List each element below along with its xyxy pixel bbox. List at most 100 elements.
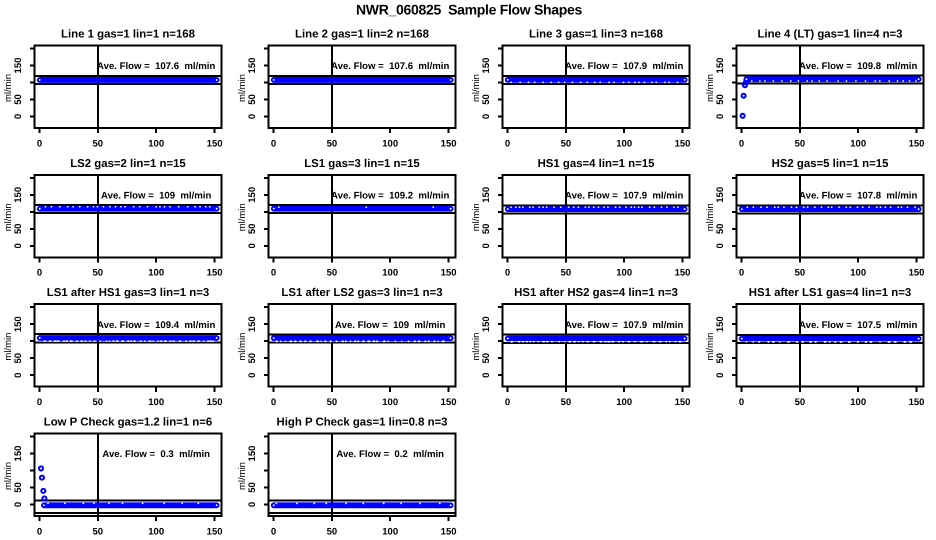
svg-text:Line 3 gas=1 lin=3 n=168: Line 3 gas=1 lin=3 n=168: [529, 29, 663, 41]
svg-text:ml/min: ml/min: [237, 462, 248, 490]
svg-text:Ave. Flow = 109.2 ml/min: Ave. Flow = 109.2 ml/min: [331, 191, 449, 202]
svg-text:ml/min: ml/min: [237, 74, 248, 102]
svg-text:150: 150: [247, 187, 258, 203]
svg-text:100: 100: [148, 397, 164, 408]
svg-text:150: 150: [13, 187, 24, 203]
svg-text:0: 0: [13, 373, 24, 378]
svg-text:150: 150: [207, 397, 223, 408]
svg-text:Ave. Flow = 109 ml/min: Ave. Flow = 109 ml/min: [101, 191, 211, 202]
svg-text:150: 150: [13, 316, 24, 332]
svg-text:HS1 after HS2 gas=4 lin=1 n=3: HS1 after HS2 gas=4 lin=1 n=3: [514, 287, 678, 299]
svg-text:0: 0: [481, 243, 492, 248]
svg-text:Ave. Flow = 107.9 ml/min: Ave. Flow = 107.9 ml/min: [565, 61, 683, 72]
svg-text:0: 0: [481, 114, 492, 119]
svg-text:150: 150: [715, 316, 726, 332]
svg-text:ml/min: ml/min: [237, 203, 248, 231]
svg-text:100: 100: [382, 138, 398, 149]
svg-text:0: 0: [505, 268, 510, 279]
svg-text:Line 2 gas=1 lin=2 n=168: Line 2 gas=1 lin=2 n=168: [295, 29, 429, 41]
svg-text:0: 0: [271, 397, 276, 408]
svg-text:0: 0: [715, 373, 726, 378]
svg-text:50: 50: [247, 353, 258, 364]
svg-text:150: 150: [481, 316, 492, 332]
svg-text:0: 0: [271, 138, 276, 149]
svg-text:LS1 gas=3 lin=1 n=15: LS1 gas=3 lin=1 n=15: [304, 158, 420, 170]
svg-text:Low P Check gas=1.2 lin=1 n=6: Low P Check gas=1.2 lin=1 n=6: [44, 417, 213, 429]
svg-text:ml/min: ml/min: [3, 203, 14, 231]
svg-text:150: 150: [207, 526, 223, 537]
svg-text:0: 0: [13, 502, 24, 507]
svg-text:0: 0: [37, 138, 42, 149]
svg-text:150: 150: [441, 397, 457, 408]
svg-text:50: 50: [561, 397, 572, 408]
svg-text:LS1 after LS2 gas=3 lin=1 n=3: LS1 after LS2 gas=3 lin=1 n=3: [281, 287, 442, 299]
svg-text:Ave. Flow = 107.6 ml/min: Ave. Flow = 107.6 ml/min: [331, 61, 449, 72]
svg-text:0: 0: [739, 268, 744, 279]
svg-text:50: 50: [327, 268, 338, 279]
svg-text:150: 150: [247, 446, 258, 462]
svg-text:ml/min: ml/min: [705, 203, 716, 231]
svg-text:50: 50: [13, 94, 24, 105]
svg-text:50: 50: [13, 353, 24, 364]
svg-text:0: 0: [481, 373, 492, 378]
svg-text:Line 4 (LT) gas=1 lin=4 n=3: Line 4 (LT) gas=1 lin=4 n=3: [757, 29, 902, 41]
svg-text:100: 100: [850, 268, 866, 279]
svg-text:100: 100: [850, 138, 866, 149]
svg-text:150: 150: [13, 58, 24, 74]
svg-text:50: 50: [247, 94, 258, 105]
svg-text:ml/min: ml/min: [471, 333, 482, 361]
svg-text:50: 50: [795, 138, 806, 149]
svg-text:ml/min: ml/min: [471, 74, 482, 102]
svg-text:50: 50: [715, 224, 726, 235]
svg-text:150: 150: [715, 187, 726, 203]
svg-text:0: 0: [739, 397, 744, 408]
svg-text:150: 150: [715, 58, 726, 74]
svg-text:50: 50: [481, 94, 492, 105]
svg-text:100: 100: [616, 397, 632, 408]
svg-text:150: 150: [441, 268, 457, 279]
svg-text:150: 150: [675, 268, 691, 279]
svg-text:100: 100: [616, 138, 632, 149]
svg-text:50: 50: [561, 138, 572, 149]
svg-text:0: 0: [37, 397, 42, 408]
svg-text:150: 150: [675, 397, 691, 408]
svg-text:LS2 gas=2 lin=1 n=15: LS2 gas=2 lin=1 n=15: [70, 158, 186, 170]
svg-text:50: 50: [13, 482, 24, 493]
svg-text:Ave. Flow = 107.9 ml/min: Ave. Flow = 107.9 ml/min: [565, 191, 683, 202]
svg-text:0: 0: [13, 114, 24, 119]
svg-text:0: 0: [247, 373, 258, 378]
svg-text:0: 0: [13, 243, 24, 248]
svg-text:150: 150: [207, 138, 223, 149]
svg-text:50: 50: [327, 397, 338, 408]
svg-text:0: 0: [37, 268, 42, 279]
svg-text:Line 1 gas=1 lin=1 n=168: Line 1 gas=1 lin=1 n=168: [61, 29, 195, 41]
svg-text:Ave. Flow = 107.6 ml/min: Ave. Flow = 107.6 ml/min: [97, 61, 215, 72]
svg-text:ml/min: ml/min: [3, 462, 14, 490]
svg-text:Ave. Flow = 109 ml/min: Ave. Flow = 109 ml/min: [335, 320, 445, 331]
svg-text:50: 50: [93, 397, 104, 408]
svg-text:50: 50: [13, 224, 24, 235]
svg-text:0: 0: [739, 138, 744, 149]
svg-text:High P Check gas=1 lin=0.8 n=3: High P Check gas=1 lin=0.8 n=3: [276, 417, 447, 429]
svg-text:50: 50: [561, 268, 572, 279]
svg-text:150: 150: [441, 138, 457, 149]
svg-text:50: 50: [93, 526, 104, 537]
svg-text:150: 150: [247, 58, 258, 74]
svg-text:50: 50: [481, 224, 492, 235]
svg-text:150: 150: [481, 58, 492, 74]
svg-text:50: 50: [715, 353, 726, 364]
svg-text:150: 150: [909, 268, 925, 279]
svg-text:50: 50: [481, 353, 492, 364]
svg-text:50: 50: [715, 94, 726, 105]
svg-text:0: 0: [505, 138, 510, 149]
svg-text:150: 150: [441, 526, 457, 537]
svg-text:50: 50: [93, 268, 104, 279]
svg-text:Ave. Flow = 0.2 ml/min: Ave. Flow = 0.2 ml/min: [336, 449, 444, 460]
svg-text:Ave. Flow = 109.8 ml/min: Ave. Flow = 109.8 ml/min: [799, 61, 917, 72]
svg-text:NWR_060825 Sample Flow Shapes: NWR_060825 Sample Flow Shapes: [356, 2, 582, 18]
svg-text:Ave. Flow = 107.9 ml/min: Ave. Flow = 107.9 ml/min: [565, 320, 683, 331]
svg-text:HS1 after LS1 gas=4 lin=1 n=3: HS1 after LS1 gas=4 lin=1 n=3: [749, 287, 911, 299]
svg-text:50: 50: [795, 268, 806, 279]
svg-text:Ave. Flow = 107.5 ml/min: Ave. Flow = 107.5 ml/min: [799, 320, 917, 331]
svg-text:0: 0: [715, 243, 726, 248]
